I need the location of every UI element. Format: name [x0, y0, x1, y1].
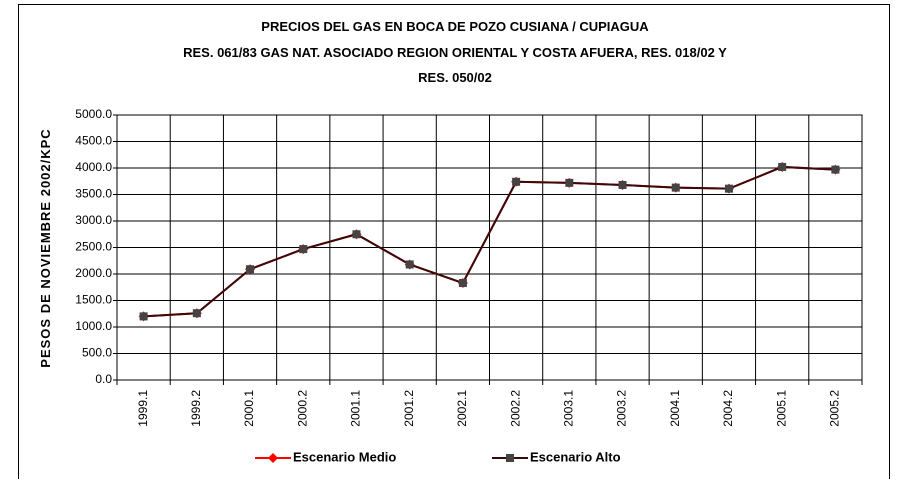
x-tick-label: 2000.1: [242, 390, 256, 427]
data-point: [724, 184, 733, 193]
series-line: [143, 165, 836, 318]
data-point: [671, 183, 680, 192]
data-point: [139, 312, 148, 321]
y-tick-label: 2000.0: [75, 266, 112, 280]
legend-label: Escenario Medio: [293, 449, 396, 464]
plot-area: [116, 114, 863, 381]
x-tick-label: 2003.2: [615, 390, 629, 427]
y-tick-label: 0.0: [95, 372, 112, 386]
legend-marker: [268, 453, 278, 463]
data-point: [618, 180, 627, 189]
chart-border: [18, 4, 890, 484]
y-tick-label: 1500.0: [75, 293, 112, 307]
chart-title: RES. 050/02: [418, 70, 492, 85]
data-point: [565, 178, 574, 187]
y-tick-label: 500.0: [82, 346, 112, 360]
x-tick-label: 2000.2: [295, 390, 309, 427]
data-point: [831, 165, 840, 174]
y-tick-label: 4500.0: [75, 134, 112, 148]
data-point: [352, 230, 361, 239]
x-tick-label: 1999.2: [189, 390, 203, 427]
data-point: [405, 260, 414, 269]
data-point: [512, 177, 521, 186]
x-tick-label: 2005.2: [828, 390, 842, 427]
x-tick-label: 2005.1: [774, 390, 788, 427]
y-tick-label: 2500.0: [75, 240, 112, 254]
x-tick-label: 1999.1: [136, 390, 150, 427]
legend-marker: [506, 454, 514, 462]
data-point: [778, 162, 787, 171]
data-point: [299, 245, 308, 254]
data-point: [458, 279, 467, 288]
chart-title: PRECIOS DEL GAS EN BOCA DE POZO CUSIANA …: [261, 19, 649, 34]
x-tick-label: 2003.1: [561, 390, 575, 427]
x-tick-label: 2004.1: [668, 390, 682, 427]
y-tick-label: 3500.0: [75, 187, 112, 201]
x-tick-label: 2002.1: [455, 390, 469, 427]
y-tick-label: 4000.0: [75, 160, 112, 174]
x-tick-label: 2001.2: [402, 390, 416, 427]
x-tick-label: 2002.2: [508, 390, 522, 427]
data-point: [246, 265, 255, 274]
x-tick-label: 2004.2: [721, 390, 735, 427]
y-tick-label: 5000.0: [75, 107, 112, 121]
x-tick-label: 2001.1: [349, 390, 363, 427]
y-tick-label: 3000.0: [75, 213, 112, 227]
legend-label: Escenario Alto: [530, 449, 621, 464]
data-point: [192, 309, 201, 318]
y-tick-label: 1000.0: [75, 319, 112, 333]
chart-title: RES. 061/83 GAS NAT. ASOCIADO REGION ORI…: [183, 45, 727, 60]
y-axis-label: PESOS DE NOVIEMBRE 2002/KPC: [38, 128, 53, 367]
